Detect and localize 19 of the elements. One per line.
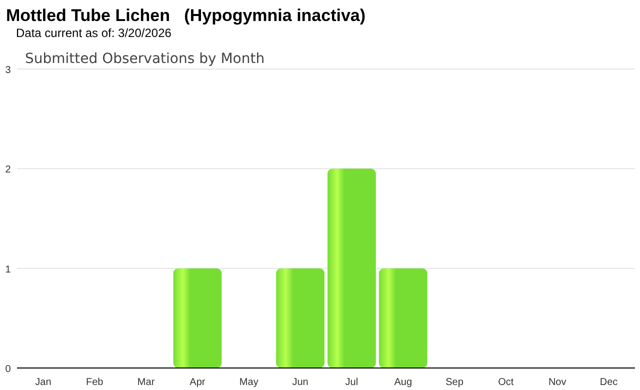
y-tick-label: 0: [5, 364, 12, 375]
x-tick-label: Feb: [86, 377, 104, 388]
y-tick-label: 3: [5, 65, 12, 76]
x-tick-label: Jan: [35, 377, 52, 388]
x-tick-label: Mar: [137, 377, 156, 388]
x-tick-label: Dec: [600, 377, 618, 388]
chart-subtitle: Data current as of: 3/20/2026: [16, 26, 172, 40]
x-tick-label: Nov: [548, 377, 566, 388]
x-tick-label: Jul: [345, 377, 358, 388]
chart-title: Mottled Tube Lichen (Hypogymnia inactiva): [6, 6, 366, 25]
x-tick-label: May: [239, 377, 258, 388]
x-tick-label: Sep: [446, 377, 464, 388]
x-tick-label: Aug: [394, 377, 412, 388]
x-tick-label: Oct: [498, 377, 514, 388]
x-tick-label: Apr: [190, 377, 206, 388]
y-tick-label: 2: [5, 164, 12, 176]
y-tick-label: 1: [5, 264, 12, 276]
text: Submitted Observations by Month: [25, 51, 265, 67]
x-tick-label: Jun: [292, 377, 308, 388]
